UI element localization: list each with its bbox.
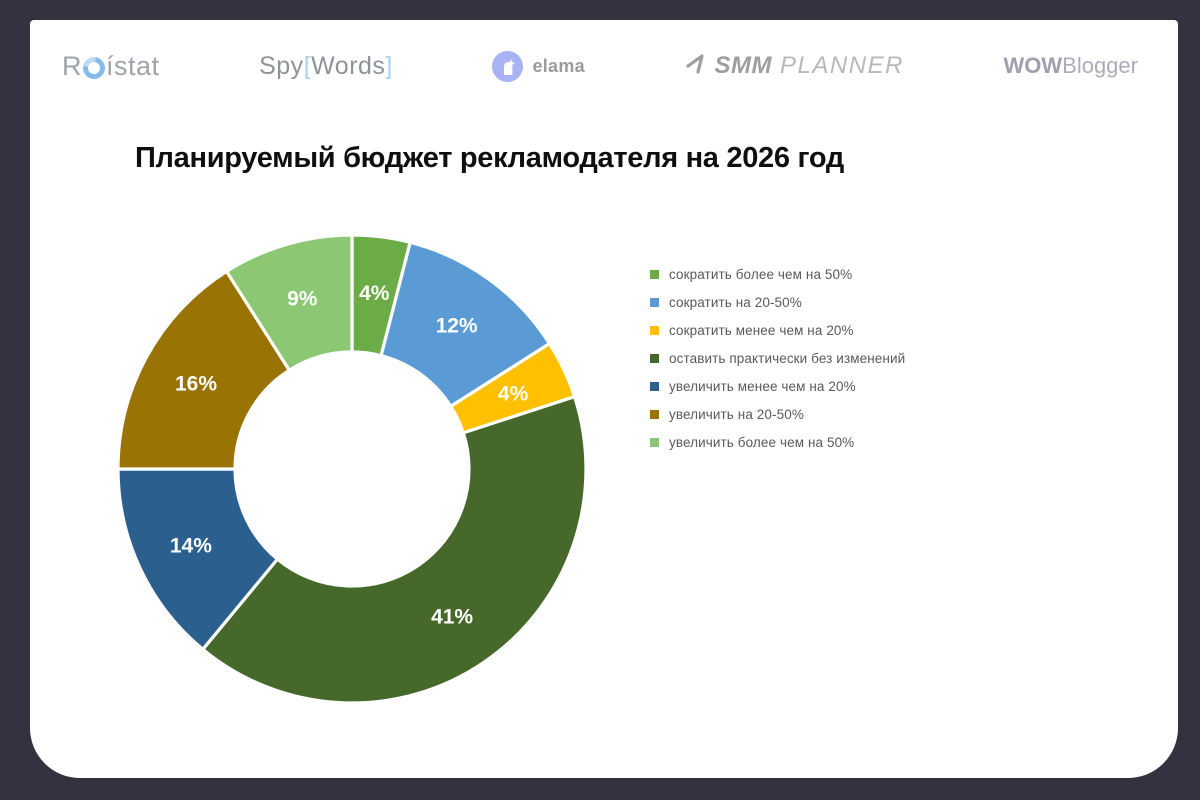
chart-title: Планируемый бюджет рекламодателя на 2026…: [135, 142, 844, 174]
donut-segment-label: 4%: [498, 383, 529, 406]
donut-chart: 4% 12% 4% 41% 14% 16% 9%: [116, 233, 588, 705]
elama-label: elama: [532, 55, 585, 76]
spywords-word1: Spy: [259, 51, 304, 80]
donut-segment: [116, 467, 280, 651]
roistat-text-prefix: R: [62, 50, 82, 81]
legend-item: сократить более чем на 50%: [650, 260, 905, 288]
donut-segment: [116, 269, 291, 471]
elama-llama-icon: [492, 50, 524, 82]
wowblogger-bold-text: WOW: [1003, 53, 1063, 78]
legend-label: сократить менее чем на 20%: [669, 322, 854, 338]
roistat-o-icon: [78, 52, 110, 84]
donut-segment-label: 16%: [175, 373, 217, 396]
legend-label: увеличить более чем на 50%: [669, 434, 855, 450]
smmplanner-bold-text: SMM: [714, 52, 773, 79]
spywords-logo: Spy[Words]: [259, 52, 393, 81]
donut-chart-area: 4% 12% 4% 41% 14% 16% 9%: [115, 232, 589, 706]
roistat-text-suffix: ístat: [106, 50, 160, 81]
spywords-word2: Words: [311, 51, 386, 80]
legend-item: сократить на 20-50%: [650, 288, 905, 316]
legend-label: увеличить менее чем на 20%: [669, 378, 856, 394]
legend-item: увеличить более чем на 50%: [650, 428, 905, 456]
legend-item: увеличить менее чем на 20%: [650, 372, 905, 400]
spywords-open-bracket: [: [303, 51, 312, 80]
donut-segment-label: 9%: [287, 288, 318, 311]
donut-segment-label: 12%: [436, 315, 478, 338]
legend-swatch-icon: [650, 381, 659, 391]
smmplanner-logo: SMM PLANNER: [685, 52, 904, 80]
legend-item: увеличить на 20-50%: [650, 400, 905, 428]
legend-item: сократить менее чем на 20%: [650, 316, 905, 344]
legend-swatch-icon: [650, 353, 659, 363]
legend-label: увеличить на 20-50%: [669, 406, 804, 422]
donut-segment-label: 14%: [170, 534, 212, 557]
legend-label: оставить практически без изменений: [669, 350, 906, 366]
legend-swatch-icon: [650, 325, 659, 335]
legend-swatch-icon: [650, 437, 659, 447]
legend-swatch-icon: [650, 409, 659, 419]
legend-item: оставить практически без изменений: [650, 344, 905, 372]
chart-legend: сократить более чем на 50% сократить на 2…: [650, 260, 905, 456]
wowblogger-light-text: Blogger: [1062, 53, 1138, 78]
legend-label: сократить более чем на 50%: [669, 266, 853, 282]
elama-logo: elama: [492, 50, 585, 82]
wowblogger-logo: WOW Blogger: [1003, 53, 1138, 79]
legend-swatch-icon: [650, 297, 659, 307]
donut-segment-label: 41%: [431, 606, 473, 629]
donut-segment: [201, 395, 588, 705]
legend-label: сократить на 20-50%: [669, 294, 802, 310]
donut-segment: [225, 233, 354, 372]
legend-swatch-icon: [650, 269, 659, 279]
smmplanner-arrow-icon: [685, 53, 707, 80]
donut-segment-label: 4%: [359, 282, 390, 305]
smmplanner-light-text: PLANNER: [780, 52, 904, 79]
spywords-close-bracket: ]: [385, 51, 393, 80]
